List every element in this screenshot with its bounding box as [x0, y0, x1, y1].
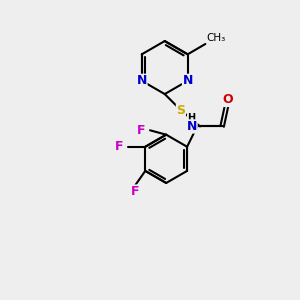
Text: F: F [115, 140, 123, 153]
Text: N: N [136, 74, 147, 87]
Text: N: N [187, 120, 197, 133]
Text: O: O [223, 93, 233, 106]
Text: N: N [182, 74, 193, 87]
Text: H: H [188, 113, 196, 124]
Text: S: S [176, 104, 185, 117]
Text: F: F [131, 185, 139, 198]
Text: CH₃: CH₃ [207, 32, 226, 43]
Text: F: F [137, 124, 146, 137]
